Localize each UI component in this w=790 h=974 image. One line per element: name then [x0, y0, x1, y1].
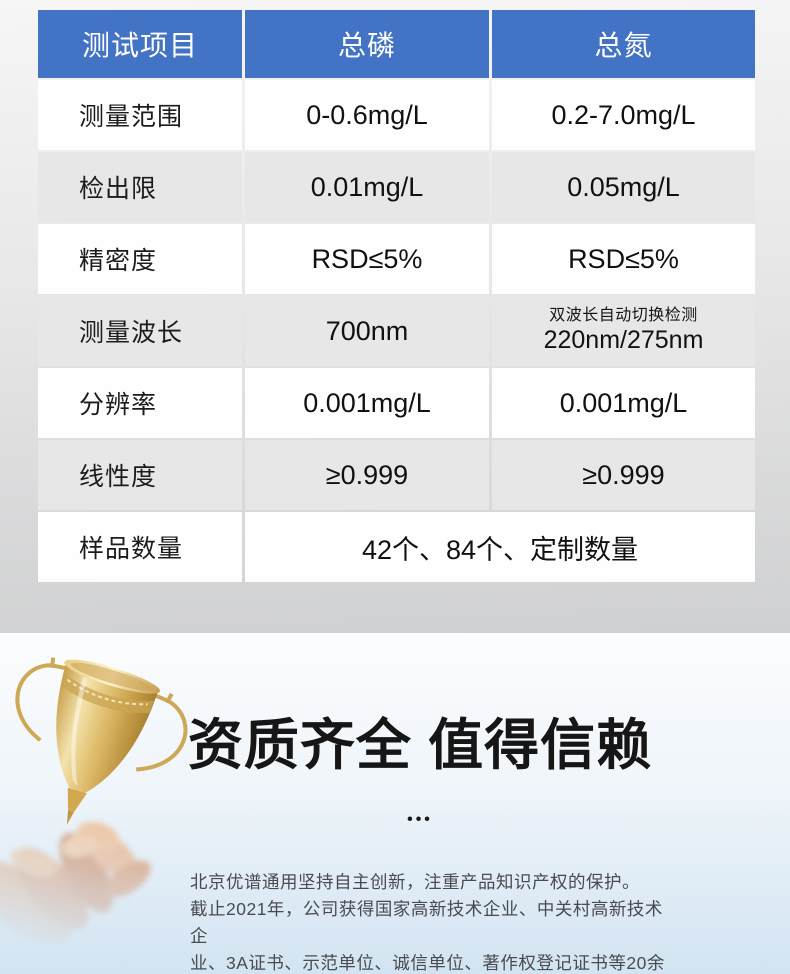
value-tp-linearity: ≥0.999 [245, 440, 489, 510]
table-header-item: 测试项目 [38, 10, 242, 78]
quality-section: 资质齐全 值得信赖 ••• 北京优谱通用坚持自主创新，注重产品知识产权的保护。 … [0, 633, 790, 974]
value-sample-quantity: 42个、84个、定制数量 [245, 512, 755, 582]
row-label-resolution: 分辨率 [38, 368, 242, 438]
table-header-total-phosphorus: 总磷 [245, 10, 489, 78]
row-label-measuring-range: 测量范围 [38, 80, 242, 150]
wavelength-value: 220nm/275nm [543, 325, 704, 354]
row-label-precision: 精密度 [38, 224, 242, 294]
row-label-linearity: 线性度 [38, 440, 242, 510]
description-line: 截止2021年，公司获得国家高新技术企业、中关村高新技术企 [190, 899, 663, 946]
table-header-total-nitrogen: 总氮 [492, 10, 755, 78]
value-tp-wavelength: 700nm [245, 296, 489, 366]
value-tn-wavelength: 双波长自动切换检测 220nm/275nm [492, 296, 755, 366]
trophy-cup-shape [15, 657, 188, 825]
value-tn-measuring-range: 0.2-7.0mg/L [492, 80, 755, 150]
value-tp-precision: RSD≤5% [245, 224, 489, 294]
description-line: 业、3A证书、示范单位、诚信单位、著作权登记证书等20余项。 [190, 953, 665, 973]
spec-table: 测试项目 总磷 总氮 测量范围 0-0.6mg/L 0.2-7.0mg/L 检出… [38, 10, 755, 582]
value-tp-measuring-range: 0-0.6mg/L [245, 80, 489, 150]
description-line: 北京优谱通用坚持自主创新，注重产品知识产权的保护。 [190, 872, 640, 892]
value-tn-precision: RSD≤5% [492, 224, 755, 294]
value-tn-resolution: 0.001mg/L [492, 368, 755, 438]
value-tn-detection-limit: 0.05mg/L [492, 152, 755, 222]
value-tp-detection-limit: 0.01mg/L [245, 152, 489, 222]
value-tp-resolution: 0.001mg/L [245, 368, 489, 438]
wavelength-note: 双波长自动切换检测 [549, 307, 698, 325]
quality-title: 资质齐全 值得信赖 [187, 714, 653, 776]
hands-shape [0, 822, 151, 945]
row-label-wavelength: 测量波长 [38, 296, 242, 366]
row-label-sample-quantity: 样品数量 [38, 512, 242, 582]
ellipsis-dots: ••• [407, 811, 433, 828]
trophy-icon [0, 641, 258, 971]
row-label-detection-limit: 检出限 [38, 152, 242, 222]
quality-description: 北京优谱通用坚持自主创新，注重产品知识产权的保护。 截止2021年，公司获得国家… [190, 869, 680, 974]
value-tn-linearity: ≥0.999 [492, 440, 755, 510]
spec-section: 测试项目 总磷 总氮 测量范围 0-0.6mg/L 0.2-7.0mg/L 检出… [0, 0, 790, 633]
